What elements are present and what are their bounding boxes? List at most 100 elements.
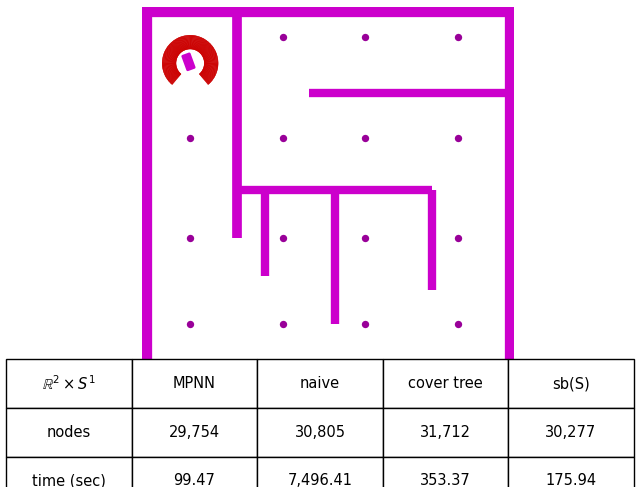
Point xyxy=(360,134,371,142)
Wedge shape xyxy=(191,35,192,49)
Wedge shape xyxy=(168,72,179,80)
Wedge shape xyxy=(200,73,211,83)
Wedge shape xyxy=(202,49,215,56)
Wedge shape xyxy=(170,44,180,54)
Wedge shape xyxy=(202,48,214,56)
Wedge shape xyxy=(163,56,177,60)
Wedge shape xyxy=(204,66,218,70)
Point xyxy=(185,134,195,142)
Wedge shape xyxy=(200,44,211,54)
Wedge shape xyxy=(180,37,186,50)
Point xyxy=(453,134,463,142)
Wedge shape xyxy=(166,70,178,78)
Wedge shape xyxy=(171,42,180,53)
Wedge shape xyxy=(200,74,209,84)
Wedge shape xyxy=(164,54,177,59)
Wedge shape xyxy=(200,42,209,53)
Wedge shape xyxy=(203,69,215,76)
Wedge shape xyxy=(202,72,212,80)
Wedge shape xyxy=(162,64,176,65)
Wedge shape xyxy=(196,38,204,51)
Wedge shape xyxy=(200,73,211,83)
Wedge shape xyxy=(186,36,188,49)
Wedge shape xyxy=(173,40,182,52)
Wedge shape xyxy=(186,36,189,49)
Wedge shape xyxy=(172,41,181,52)
Wedge shape xyxy=(188,35,189,49)
Wedge shape xyxy=(193,36,198,50)
Wedge shape xyxy=(202,48,214,56)
Wedge shape xyxy=(195,37,202,50)
Wedge shape xyxy=(204,57,218,61)
Point xyxy=(185,320,195,328)
Wedge shape xyxy=(196,37,202,51)
Wedge shape xyxy=(194,37,199,50)
Point xyxy=(453,33,463,41)
Wedge shape xyxy=(203,52,216,58)
Wedge shape xyxy=(172,74,181,85)
Wedge shape xyxy=(163,57,176,61)
Wedge shape xyxy=(204,67,217,72)
Wedge shape xyxy=(184,36,188,49)
Wedge shape xyxy=(163,66,177,70)
Wedge shape xyxy=(197,39,205,51)
Wedge shape xyxy=(189,35,190,49)
Wedge shape xyxy=(171,74,180,84)
Wedge shape xyxy=(164,53,177,58)
Wedge shape xyxy=(166,49,178,56)
Wedge shape xyxy=(204,68,216,74)
Wedge shape xyxy=(162,62,176,63)
Wedge shape xyxy=(178,37,184,51)
Wedge shape xyxy=(170,73,180,83)
Wedge shape xyxy=(169,44,180,54)
Wedge shape xyxy=(204,66,218,69)
Wedge shape xyxy=(195,37,200,50)
Wedge shape xyxy=(199,41,208,52)
Wedge shape xyxy=(202,70,215,77)
Wedge shape xyxy=(164,68,177,74)
Wedge shape xyxy=(163,60,176,62)
Wedge shape xyxy=(176,38,184,51)
Wedge shape xyxy=(163,67,177,72)
Wedge shape xyxy=(169,72,180,82)
Wedge shape xyxy=(204,54,217,59)
Wedge shape xyxy=(204,67,217,71)
Wedge shape xyxy=(172,42,181,53)
Wedge shape xyxy=(198,40,207,52)
Wedge shape xyxy=(166,71,179,79)
Wedge shape xyxy=(163,58,176,61)
Wedge shape xyxy=(177,38,184,51)
Wedge shape xyxy=(168,72,179,81)
Wedge shape xyxy=(164,51,177,57)
Wedge shape xyxy=(202,70,214,78)
Point xyxy=(360,320,371,328)
FancyBboxPatch shape xyxy=(181,53,196,71)
Wedge shape xyxy=(166,48,179,56)
Wedge shape xyxy=(163,55,177,59)
Wedge shape xyxy=(203,69,216,75)
Point xyxy=(453,234,463,242)
Wedge shape xyxy=(201,44,212,54)
Wedge shape xyxy=(204,56,217,60)
Point xyxy=(360,234,371,242)
Wedge shape xyxy=(202,47,213,55)
Wedge shape xyxy=(204,64,218,65)
Wedge shape xyxy=(193,36,197,50)
Wedge shape xyxy=(195,37,200,50)
Wedge shape xyxy=(175,39,182,52)
Wedge shape xyxy=(202,71,213,79)
Wedge shape xyxy=(170,73,180,83)
Wedge shape xyxy=(193,36,196,49)
Wedge shape xyxy=(204,56,218,60)
Point xyxy=(360,33,371,41)
Wedge shape xyxy=(204,58,218,61)
Wedge shape xyxy=(164,69,177,75)
Wedge shape xyxy=(184,36,188,50)
Wedge shape xyxy=(191,36,193,49)
Wedge shape xyxy=(162,61,176,63)
Wedge shape xyxy=(179,37,185,50)
Wedge shape xyxy=(180,37,186,50)
Wedge shape xyxy=(164,68,177,73)
Wedge shape xyxy=(163,59,176,62)
Point xyxy=(278,33,289,41)
